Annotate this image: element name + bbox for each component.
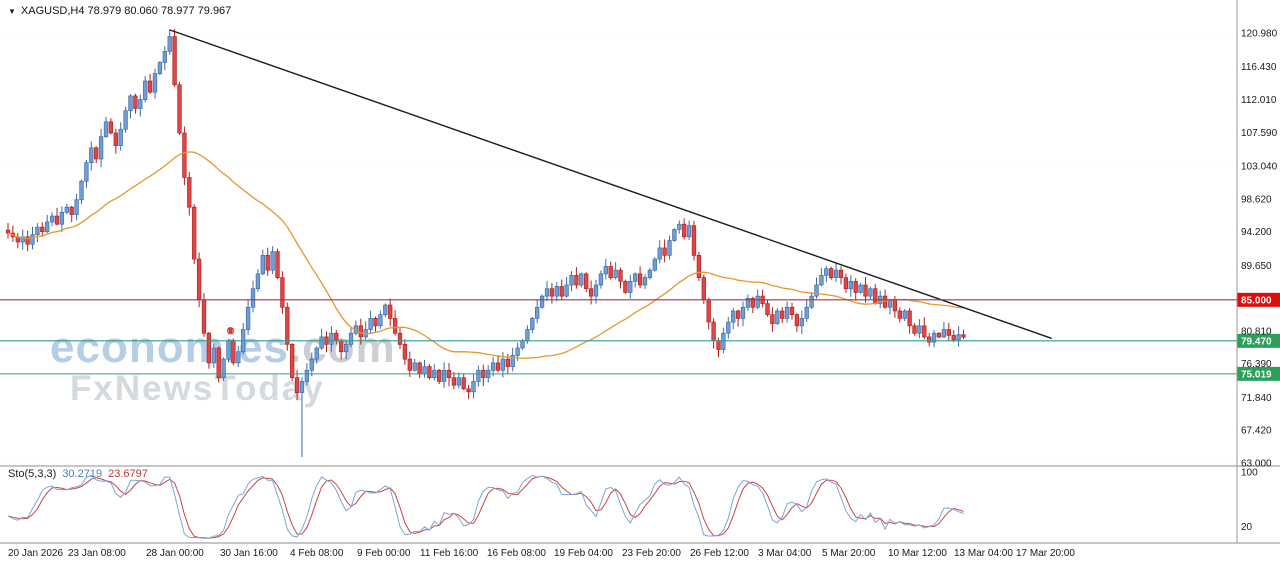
time-axis-label: 17 Mar 20:00 [1016, 548, 1075, 559]
price-axis-label: 103.040 [1241, 162, 1278, 173]
price-axis-label: 94.200 [1241, 227, 1272, 238]
symbol-dropdown-icon[interactable]: ▼ [8, 6, 16, 16]
candlesticks [5, 28, 966, 458]
stochastic-label: Sto(5,3,3) 30.2719 23.6797 [8, 468, 148, 480]
price-badge-75.019 [1237, 366, 1280, 381]
time-axis-label: 20 Jan 2026 [8, 548, 63, 559]
symbol-info-bar: ▼ XAGUSD,H4 78.979 80.060 78.977 79.967 [8, 5, 231, 17]
time-axis[interactable]: 20 Jan 2026 23 Jan 08:00 28 Jan 00:00 30 Ja… [8, 548, 1075, 559]
stochastic-axis-label: 20 [1241, 522, 1253, 533]
time-axis-label: 28 Jan 00:00 [146, 548, 204, 559]
stochastic-k-value: 30.2719 [62, 468, 103, 480]
watermark-brand-text2: es [237, 323, 289, 372]
time-axis-label: 23 Jan 08:00 [68, 548, 126, 559]
time-axis-label: 30 Jan 16:00 [220, 548, 278, 559]
watermark: economies.com FxNewsToday [50, 323, 396, 408]
symbol-quote-text: XAGUSD,H4 78.979 80.060 78.977 79.967 [20, 5, 232, 17]
price-axis[interactable]: 120.980 116.430 112.010 107.590 103.040 98.62… [1241, 29, 1278, 533]
time-axis-label: 3 Mar 04:00 [758, 548, 812, 559]
stochastic-d-value: 23.6797 [108, 468, 148, 480]
time-axis-label: 4 Feb 08:00 [290, 548, 344, 559]
stochastic-main-line [7, 474, 964, 539]
price-axis-label: 63.000 [1241, 459, 1272, 470]
time-axis-label: 10 Mar 12:00 [888, 548, 947, 559]
descending-trendline[interactable] [169, 29, 1052, 340]
stochastic-axis-label: 100 [1241, 468, 1258, 479]
time-axis-label: 23 Feb 20:00 [622, 548, 681, 559]
price-axis-label: 107.590 [1241, 128, 1278, 139]
time-axis-label: 11 Feb 16:00 [420, 548, 479, 559]
time-axis-label: 5 Mar 20:00 [822, 548, 876, 559]
watermark-brand-text: econom [50, 323, 225, 372]
price-axis-label: 98.620 [1241, 194, 1272, 205]
price-badge-85.000 [1237, 292, 1280, 307]
price-levels[interactable]: 85.000 79.470 75.019 [0, 292, 1280, 381]
watermark-subbrand: FxNewsToday [70, 368, 325, 408]
price-axis-label: 112.010 [1241, 95, 1277, 106]
price-axis-label: 67.420 [1241, 426, 1272, 437]
stochastic-pane [7, 474, 964, 539]
time-axis-label: 16 Feb 08:00 [487, 548, 546, 559]
time-axis-label: 9 Feb 00:00 [357, 548, 411, 559]
price-axis-label: 71.840 [1241, 393, 1272, 404]
price-axis-label: 80.810 [1241, 326, 1272, 337]
moving-average-line [7, 151, 964, 359]
price-badge-79.470 [1237, 333, 1280, 348]
price-axis-label: 120.980 [1241, 29, 1278, 40]
price-axis-label: 89.650 [1241, 261, 1272, 272]
time-axis-label: 13 Mar 04:00 [954, 548, 1013, 559]
price-axis-label: 116.430 [1241, 62, 1277, 73]
time-axis-label: 19 Feb 04:00 [554, 548, 613, 559]
time-axis-label: 26 Feb 12:00 [690, 548, 749, 559]
price-badge-text: 75.019 [1241, 369, 1272, 380]
price-badge-text: 85.000 [1241, 295, 1272, 306]
grid-lines [0, 32, 1237, 464]
price-axis-label: 76.390 [1241, 359, 1272, 370]
stochastic-name: Sto(5,3,3) [8, 468, 57, 480]
stochastic-signal-line [7, 475, 964, 539]
price-badge-text: 79.470 [1241, 336, 1272, 347]
